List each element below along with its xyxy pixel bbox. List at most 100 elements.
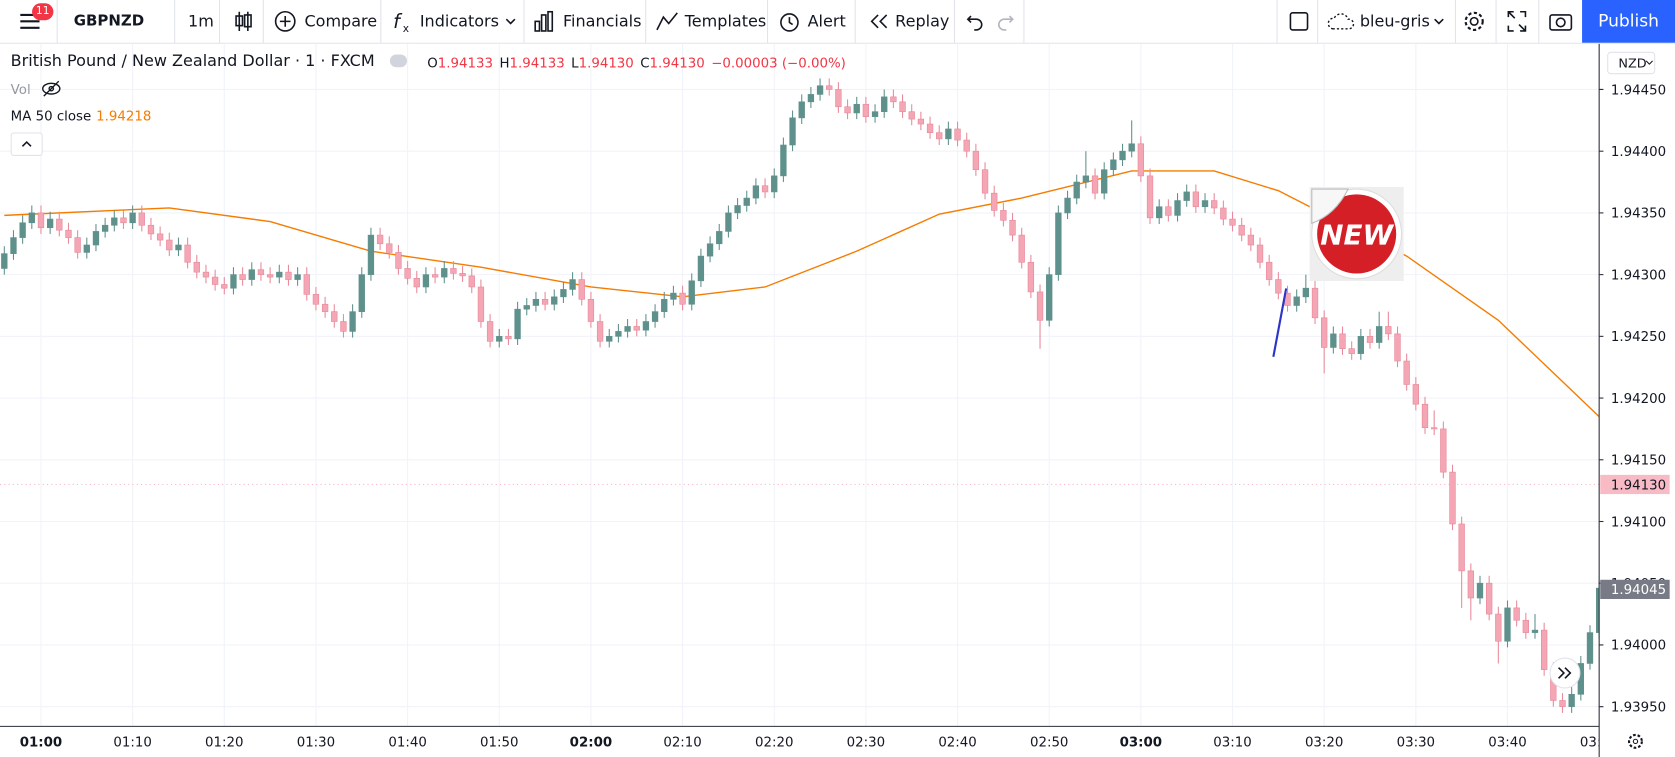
- candle-body: [1302, 287, 1310, 298]
- scroll-arrows: [1557, 667, 1572, 679]
- candle-body: [1385, 326, 1392, 335]
- fullscreen-icon[interactable]: [1505, 0, 1529, 43]
- templates-icon[interactable]: [656, 0, 680, 43]
- financials-icon[interactable]: [533, 0, 557, 43]
- indicators[interactable]: Indicators: [419, 11, 499, 31]
- snapshot-icon[interactable]: [1548, 0, 1574, 43]
- candle-body: [65, 229, 72, 238]
- candle-body: [395, 252, 402, 269]
- candle-body: [1540, 629, 1548, 670]
- interval[interactable]: 1m: [188, 11, 214, 31]
- candle-body: [1522, 619, 1529, 633]
- candle-body: [1513, 607, 1520, 621]
- candle-body: [367, 234, 375, 275]
- candle-body: [981, 169, 989, 194]
- x-tick-label: 02:20: [755, 736, 793, 751]
- candle-body: [175, 244, 182, 251]
- compare[interactable]: Compare: [304, 11, 378, 31]
- candle-body: [1440, 428, 1447, 473]
- candle-body: [1266, 261, 1273, 280]
- sticker-curl: [1311, 188, 1349, 225]
- dropdown-arrow[interactable]: [1433, 0, 1446, 43]
- layout-icon[interactable]: [1288, 0, 1309, 43]
- y-tick-label: 1.94450: [1611, 83, 1666, 98]
- candle-body: [1183, 191, 1190, 201]
- candle-body: [936, 132, 943, 140]
- undo-redo[interactable]: [964, 0, 1017, 43]
- candle-body: [496, 336, 503, 342]
- candle-body: [239, 274, 246, 280]
- collapse-button[interactable]: [10, 132, 43, 156]
- candle-body: [1321, 317, 1328, 348]
- candle-body: [991, 192, 998, 211]
- x-tick-label: 01:40: [388, 736, 426, 751]
- candle-body: [541, 298, 549, 305]
- y-tick-label: 1.94300: [1611, 268, 1666, 283]
- separator: [56, 0, 58, 43]
- candle-body: [1486, 582, 1493, 615]
- candle-body: [761, 185, 769, 193]
- candle-body: [1467, 570, 1474, 599]
- separator: [380, 0, 382, 43]
- candle-body: [1165, 206, 1172, 216]
- symbol[interactable]: GBPNZD: [73, 12, 145, 30]
- ma-value: 1.94218: [96, 107, 152, 124]
- candle-body: [1128, 143, 1135, 152]
- candle-body: [1, 253, 8, 269]
- candle-body: [1339, 333, 1346, 350]
- layout-name[interactable]: bleu-gris: [1359, 11, 1430, 31]
- candle-body: [257, 269, 265, 275]
- candle-body: [1101, 169, 1108, 194]
- publish-button[interactable]: Publish: [1582, 0, 1675, 43]
- ohlc-value: 1.94130: [578, 54, 634, 71]
- candle-body: [56, 218, 63, 231]
- candle-body: [1073, 181, 1080, 199]
- candle-body: [1000, 210, 1007, 221]
- candle-body: [853, 103, 860, 114]
- financials[interactable]: Financials: [562, 11, 642, 31]
- y-tick-label: 1.94000: [1611, 639, 1666, 654]
- replay[interactable]: Replay: [895, 11, 950, 31]
- candle-body: [972, 150, 980, 171]
- separator: [645, 0, 647, 43]
- settings-icon[interactable]: [1461, 0, 1487, 43]
- currency-box[interactable]: [1607, 51, 1656, 75]
- cloud-icon[interactable]: [1327, 0, 1357, 43]
- chart: NEW 01:00 01:10 01:20 01:30 01:40 01:50 02:00 02…: [0, 43, 1675, 757]
- y-tick-label: 1.94250: [1611, 330, 1666, 345]
- candle-body: [1275, 279, 1282, 294]
- separator: [218, 0, 221, 43]
- candle-body: [890, 96, 897, 103]
- compare-icon[interactable]: [273, 0, 299, 43]
- dropdown-arrow[interactable]: [504, 0, 517, 43]
- price-tag-label: 1.94045: [1611, 583, 1666, 598]
- candle-body: [303, 274, 310, 295]
- hidden-icon[interactable]: [41, 79, 62, 98]
- candle-body: [74, 237, 81, 253]
- candle-body: [211, 276, 219, 285]
- replay-icon[interactable]: [867, 0, 891, 43]
- candle-body: [147, 224, 155, 235]
- axis-settings[interactable]: [1627, 733, 1643, 749]
- alert-icon[interactable]: [778, 0, 804, 43]
- candle-body: [193, 261, 200, 273]
- sticker-text: NEW: [1320, 219, 1394, 252]
- x-tick-label: 03:40: [1488, 736, 1526, 751]
- candle-body: [661, 298, 668, 312]
- candle-body: [1531, 629, 1539, 633]
- candle-body: [862, 103, 870, 117]
- separator: [1023, 0, 1025, 43]
- candle-body: [1495, 613, 1502, 642]
- chart-type-icon[interactable]: [233, 0, 254, 43]
- alert[interactable]: Alert: [807, 11, 846, 31]
- candle-body: [807, 94, 815, 103]
- candle-body: [1091, 175, 1099, 194]
- candle-body: [450, 268, 457, 274]
- separator: [1538, 0, 1540, 43]
- candle-body: [312, 294, 320, 305]
- x-tick-label: 01:10: [113, 736, 151, 751]
- candle-body: [1036, 291, 1044, 321]
- templates[interactable]: Templates: [684, 11, 767, 31]
